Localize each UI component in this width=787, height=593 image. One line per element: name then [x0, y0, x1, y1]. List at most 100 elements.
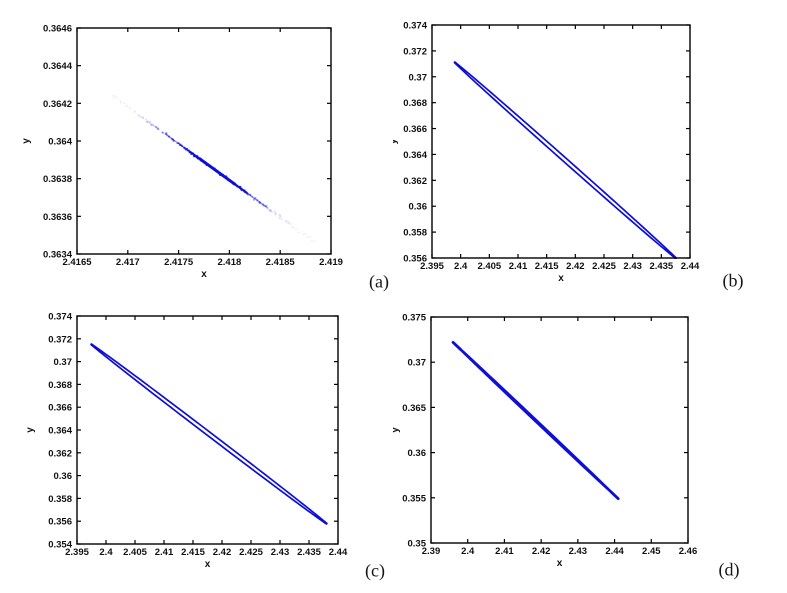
scatter-dot	[145, 118, 147, 121]
y-tick-label: 0.364	[48, 426, 72, 437]
scatter-dot	[142, 117, 144, 119]
scatter-dot	[287, 221, 290, 224]
x-tick-label: 2.4165	[62, 257, 92, 268]
scatter-dot	[303, 232, 307, 236]
y-tick-label: 0.3636	[43, 212, 72, 223]
x-axis-label: x	[205, 559, 211, 570]
scatter-dot	[162, 131, 165, 134]
y-tick-label: 0.374	[48, 312, 72, 323]
attractor-loop	[454, 61, 677, 259]
scatter-dot	[145, 121, 149, 124]
subplot-b-canvas: 2.395 2.4 2.405 2.41 2.415 2.42 2.425 2.43 2.435…	[393, 21, 700, 285]
y-tick-label: 0.364	[403, 150, 427, 161]
x-tick-label: 2.39	[422, 546, 441, 557]
y-axis-label: y	[21, 138, 32, 144]
scatter-dot	[154, 125, 157, 128]
x-tick-label: 2.43	[271, 547, 290, 558]
subplot-b: 2.395 2.4 2.405 2.41 2.415 2.42 2.425 2.43 2.435…	[393, 0, 787, 297]
subplot-c-series	[90, 343, 328, 525]
scatter-dot	[128, 107, 131, 110]
scatter-dot	[305, 236, 308, 239]
x-tick-label: 2.395	[65, 547, 89, 558]
y-axis-label: y	[393, 427, 401, 433]
x-axis-label: x	[558, 273, 564, 284]
scatter-dot	[295, 227, 298, 230]
subplot-a-canvas: 2.4165 2.417 2.4175 2.418 2.4185 2.419 0.3634 0…	[21, 24, 343, 281]
loop-tip	[453, 61, 464, 71]
y-axis-label: y	[25, 427, 36, 433]
x-axis-label: x	[201, 269, 207, 280]
scatter-dot	[139, 115, 141, 118]
scatter-core-segment	[198, 157, 236, 186]
subplot-c: 2.395 2.4 2.405 2.41 2.415 2.42 2.425 2.43 2.435…	[0, 296, 394, 593]
scatter-dot	[148, 121, 151, 124]
scatter-dot	[154, 125, 157, 128]
x-tick-label: 2.4	[461, 546, 475, 557]
attractor-loop	[452, 341, 620, 500]
y-tick-label: 0.356	[48, 517, 72, 528]
scatter-dot	[273, 210, 276, 213]
scatter-dot	[112, 95, 115, 97]
scatter-dot	[271, 211, 273, 213]
scatter-dot	[151, 123, 154, 126]
x-tick-label: 2.415	[535, 261, 559, 272]
scatter-dot	[148, 121, 151, 124]
subplot-b-series	[453, 61, 677, 259]
scatter-dot	[298, 231, 301, 234]
subplot-d-caption: (d)	[718, 559, 740, 580]
subplot-a-series	[112, 94, 315, 243]
x-tick-label: 2.405	[477, 261, 501, 272]
scatter-dot	[165, 132, 168, 135]
scatter-dot	[286, 222, 290, 225]
x-tick-label: 2.42	[213, 547, 232, 558]
x-tick-label: 2.425	[592, 261, 616, 272]
scatter-dot	[156, 127, 159, 130]
subplot-a-axes: 2.4165 2.417 2.4175 2.418 2.4185 2.419 0.3634 0…	[21, 24, 343, 281]
scatter-dot	[123, 102, 126, 105]
scatter-dot	[279, 217, 281, 219]
axes-box	[430, 316, 689, 544]
x-tick-label: 2.41	[495, 546, 514, 557]
x-tick-label: 2.43	[623, 261, 642, 272]
scatter-dot	[157, 128, 160, 130]
x-tick-label: 2.425	[239, 547, 263, 558]
y-tick-label: 0.366	[403, 124, 427, 135]
x-tick-label: 2.395	[420, 261, 444, 272]
y-tick-label: 0.356	[403, 254, 427, 265]
loop-tip	[90, 343, 101, 352]
x-tick-label: 2.417	[116, 257, 140, 268]
y-tick-label: 0.36	[408, 448, 427, 459]
scatter-dot	[289, 222, 292, 226]
loop-tip	[317, 516, 328, 525]
scatter-dot	[119, 100, 122, 103]
scatter-dot	[113, 96, 116, 99]
scatter-dot	[307, 235, 311, 238]
subplot-d-canvas: 2.39 2.4 2.41 2.42 2.43 2.44 2.45 2.46 0.35 0.355…	[393, 313, 697, 570]
x-tick-label: 2.4185	[266, 257, 296, 268]
axes-box	[76, 27, 332, 255]
y-tick-label: 0.358	[403, 228, 427, 239]
x-tick-label: 2.418	[218, 257, 242, 268]
y-tick-label: 0.372	[403, 46, 427, 57]
y-tick-label: 0.3642	[43, 99, 72, 110]
scatter-dot	[112, 94, 115, 97]
y-tick-label: 0.362	[48, 448, 72, 459]
scatter-dot	[126, 105, 129, 107]
scatter-dot	[275, 212, 277, 215]
y-tick-label: 0.3646	[43, 24, 72, 35]
scatter-dot	[278, 213, 281, 217]
y-tick-label: 0.354	[48, 540, 72, 551]
subplot-c-canvas: 2.395 2.4 2.405 2.41 2.415 2.42 2.425 2.43 2.435…	[25, 312, 348, 571]
scatter-dot	[302, 233, 305, 236]
x-tick-label: 2.4	[99, 547, 113, 558]
x-tick-label: 2.4	[454, 261, 468, 272]
x-tick-label: 2.44	[681, 261, 700, 272]
y-tick-label: 0.364	[48, 137, 72, 148]
x-tick-label: 2.46	[679, 546, 698, 557]
subplot-d-axes: 2.39 2.4 2.41 2.42 2.43 2.44 2.45 2.46 0.35 0.355…	[393, 313, 697, 570]
scatter-dot	[133, 110, 137, 113]
y-tick-label: 0.36	[54, 471, 73, 482]
y-tick-label: 0.3644	[43, 61, 73, 72]
x-tick-label: 2.42	[532, 546, 551, 557]
